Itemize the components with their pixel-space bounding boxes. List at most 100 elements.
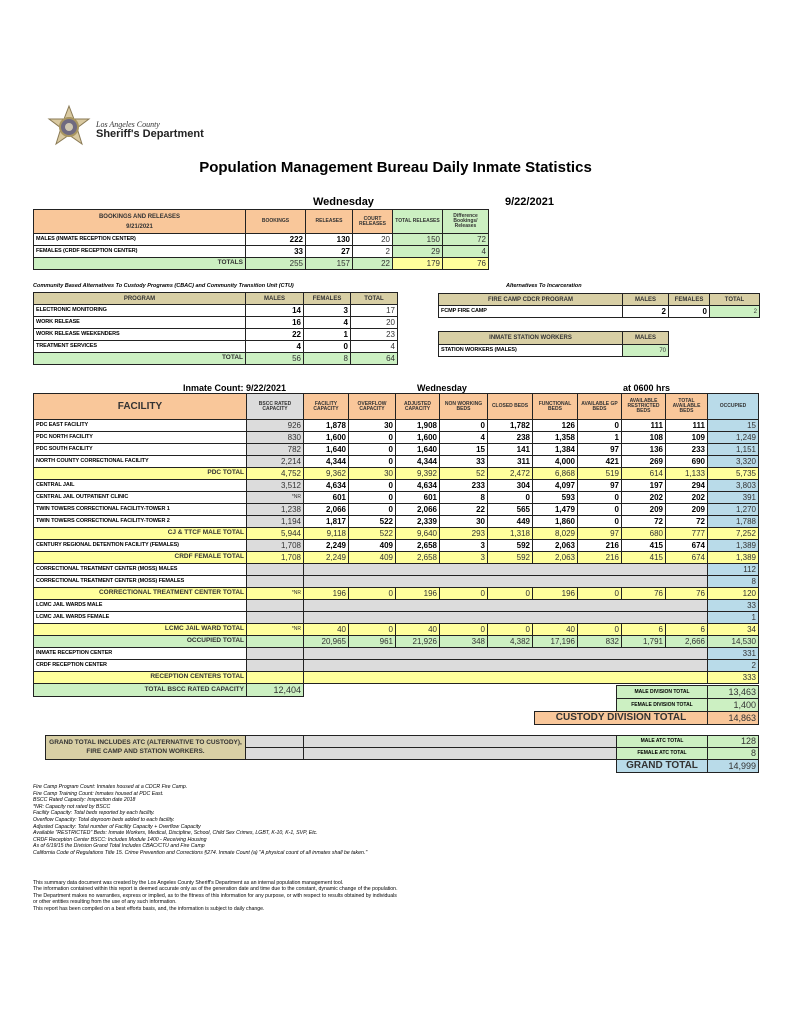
cell: 209 bbox=[621, 503, 666, 516]
cell: 415 bbox=[621, 551, 666, 564]
cell: 0 bbox=[348, 503, 396, 516]
cell: 1,708 bbox=[246, 551, 304, 564]
cell: 601 bbox=[303, 491, 349, 504]
cell: 592 bbox=[487, 551, 533, 564]
cbac-table: PROGRAM MALES FEMALES TOTAL ELECTRONIC M… bbox=[33, 292, 398, 365]
cell: 1,788 bbox=[707, 515, 759, 528]
grand-total-table: GRAND TOTAL INCLUDES ATC (ALTERNATIVE TO… bbox=[45, 735, 759, 773]
facility-name: NORTH COUNTY CORRECTIONAL FACILITY bbox=[33, 455, 247, 468]
count-day: Wednesday bbox=[417, 383, 467, 393]
col-header: CLOSED BEDS bbox=[487, 393, 533, 420]
cell: 70 bbox=[622, 344, 669, 357]
cell: 97 bbox=[577, 527, 622, 540]
cell: 56 bbox=[245, 352, 304, 365]
blank-cell bbox=[246, 671, 304, 684]
cell: 449 bbox=[487, 515, 533, 528]
cell: 20 bbox=[350, 316, 398, 329]
row-label: ELECTRONIC MONITORING bbox=[33, 304, 246, 317]
cell: 136 bbox=[621, 443, 666, 456]
cell: 782 bbox=[246, 443, 304, 456]
col-females: FEMALES bbox=[303, 292, 351, 305]
cell: 4,634 bbox=[395, 479, 440, 492]
cell: 1,270 bbox=[707, 503, 759, 516]
cell: 2,666 bbox=[665, 635, 708, 648]
blank-cell bbox=[303, 611, 708, 624]
logo-department-text: Sheriff's Department bbox=[96, 128, 204, 140]
cell: 1,600 bbox=[395, 431, 440, 444]
cell: 202 bbox=[665, 491, 708, 504]
col-header: ADJUSTED CAPACITY bbox=[395, 393, 440, 420]
cell: 233 bbox=[665, 443, 708, 456]
footnote: *NR: Capacity not rated by BSCC bbox=[33, 803, 111, 810]
col-males: MALES bbox=[622, 331, 669, 345]
cell: 391 bbox=[707, 491, 759, 504]
cell: 2,472 bbox=[487, 467, 533, 480]
page-title: Population Management Bureau Daily Inmat… bbox=[199, 159, 592, 176]
cell: *NR bbox=[246, 491, 304, 504]
blank-cell bbox=[303, 563, 708, 576]
cell: 15 bbox=[439, 443, 488, 456]
cell: 3,512 bbox=[246, 479, 304, 492]
cell: 415 bbox=[621, 539, 666, 552]
cell: 17,196 bbox=[532, 635, 578, 648]
cell: 0 bbox=[439, 419, 488, 432]
facility-name: CORRECTIONAL TREATMENT CENTER (MOSS) MAL… bbox=[33, 563, 247, 576]
cell: 1,238 bbox=[246, 503, 304, 516]
col-difference: Difference Bookings/ Releases bbox=[442, 209, 489, 234]
custody-division-label: CUSTODY DIVISION TOTAL bbox=[534, 711, 708, 725]
bscc-total-row: TOTAL BSCC RATED CAPACITY 12,404 bbox=[33, 683, 759, 697]
cell: 6 bbox=[621, 623, 666, 636]
table-row: FCMP FIRE CAMP 2 0 2 bbox=[438, 305, 760, 318]
cell: 2,658 bbox=[395, 551, 440, 564]
cell: 0 bbox=[577, 515, 622, 528]
cell: 593 bbox=[532, 491, 578, 504]
table-row: FEMALES (CRDF RECEPTION CENTER) 33 27 2 … bbox=[33, 245, 489, 258]
cell: 3,320 bbox=[707, 455, 759, 468]
row-label: TOTALS bbox=[33, 257, 246, 270]
cell: 126 bbox=[532, 419, 578, 432]
cell: 1,194 bbox=[246, 515, 304, 528]
cell: 4,634 bbox=[303, 479, 349, 492]
cell: 1,600 bbox=[303, 431, 349, 444]
facility-row: CORRECTIONAL TREATMENT CENTER (MOSS) MAL… bbox=[33, 563, 759, 576]
disclaimer-line: This summary data document was created b… bbox=[33, 880, 344, 886]
cell: 409 bbox=[348, 551, 396, 564]
facility-total-row: CJ & TTCF MALE TOTAL 5,944 9,118 522 9,640 29… bbox=[33, 527, 759, 540]
cell: 1,640 bbox=[395, 443, 440, 456]
facility-name: CORRECTIONAL TREATMENT CENTER (MOSS) FEM… bbox=[33, 575, 247, 588]
cell: 40 bbox=[532, 623, 578, 636]
grand-total-value: 14,999 bbox=[707, 759, 759, 773]
row-label: TREATMENT SERVICES bbox=[33, 340, 246, 353]
cell: 7,252 bbox=[707, 527, 759, 540]
cell: 4 bbox=[245, 340, 304, 353]
col-court-releases: COURT RELEASES bbox=[352, 209, 393, 234]
cell: 0 bbox=[348, 491, 396, 504]
col-header: AVAILABLE RESTRICTED BEDS bbox=[621, 393, 666, 420]
cell: 2,658 bbox=[395, 539, 440, 552]
cell: 519 bbox=[577, 467, 622, 480]
occupied-cell: 2 bbox=[707, 659, 759, 672]
cell bbox=[246, 635, 304, 648]
col-header: OVERFLOW CAPACITY bbox=[348, 393, 396, 420]
footnotes: Fire Camp Program Count: Inmates housed … bbox=[33, 784, 367, 857]
cell: 2 bbox=[622, 305, 669, 318]
occupied-cell: 333 bbox=[707, 671, 759, 684]
cell: 30 bbox=[439, 515, 488, 528]
table-row: ELECTRONIC MONITORING 14 3 17 bbox=[33, 304, 398, 317]
facility-name: TWIN TOWERS CORRECTIONAL FACILITY-TOWER … bbox=[33, 515, 247, 528]
col-bookings: BOOKINGS bbox=[245, 209, 306, 234]
cell: 269 bbox=[621, 455, 666, 468]
footnote: Fire Camp Training Count: Inmates housed… bbox=[33, 790, 164, 797]
cell: 830 bbox=[246, 431, 304, 444]
cell: 832 bbox=[577, 635, 622, 648]
blank-cell bbox=[303, 659, 708, 672]
cell: 2,214 bbox=[246, 455, 304, 468]
cell: 0 bbox=[303, 340, 351, 353]
col-females: FEMALES bbox=[668, 293, 710, 306]
blank-cell bbox=[303, 671, 708, 684]
cell: 30 bbox=[348, 467, 396, 480]
cell: 1,389 bbox=[707, 551, 759, 564]
cell: 34 bbox=[707, 623, 759, 636]
cell: 2,249 bbox=[303, 539, 349, 552]
logo-county-text: Los Angeles County bbox=[96, 120, 160, 129]
